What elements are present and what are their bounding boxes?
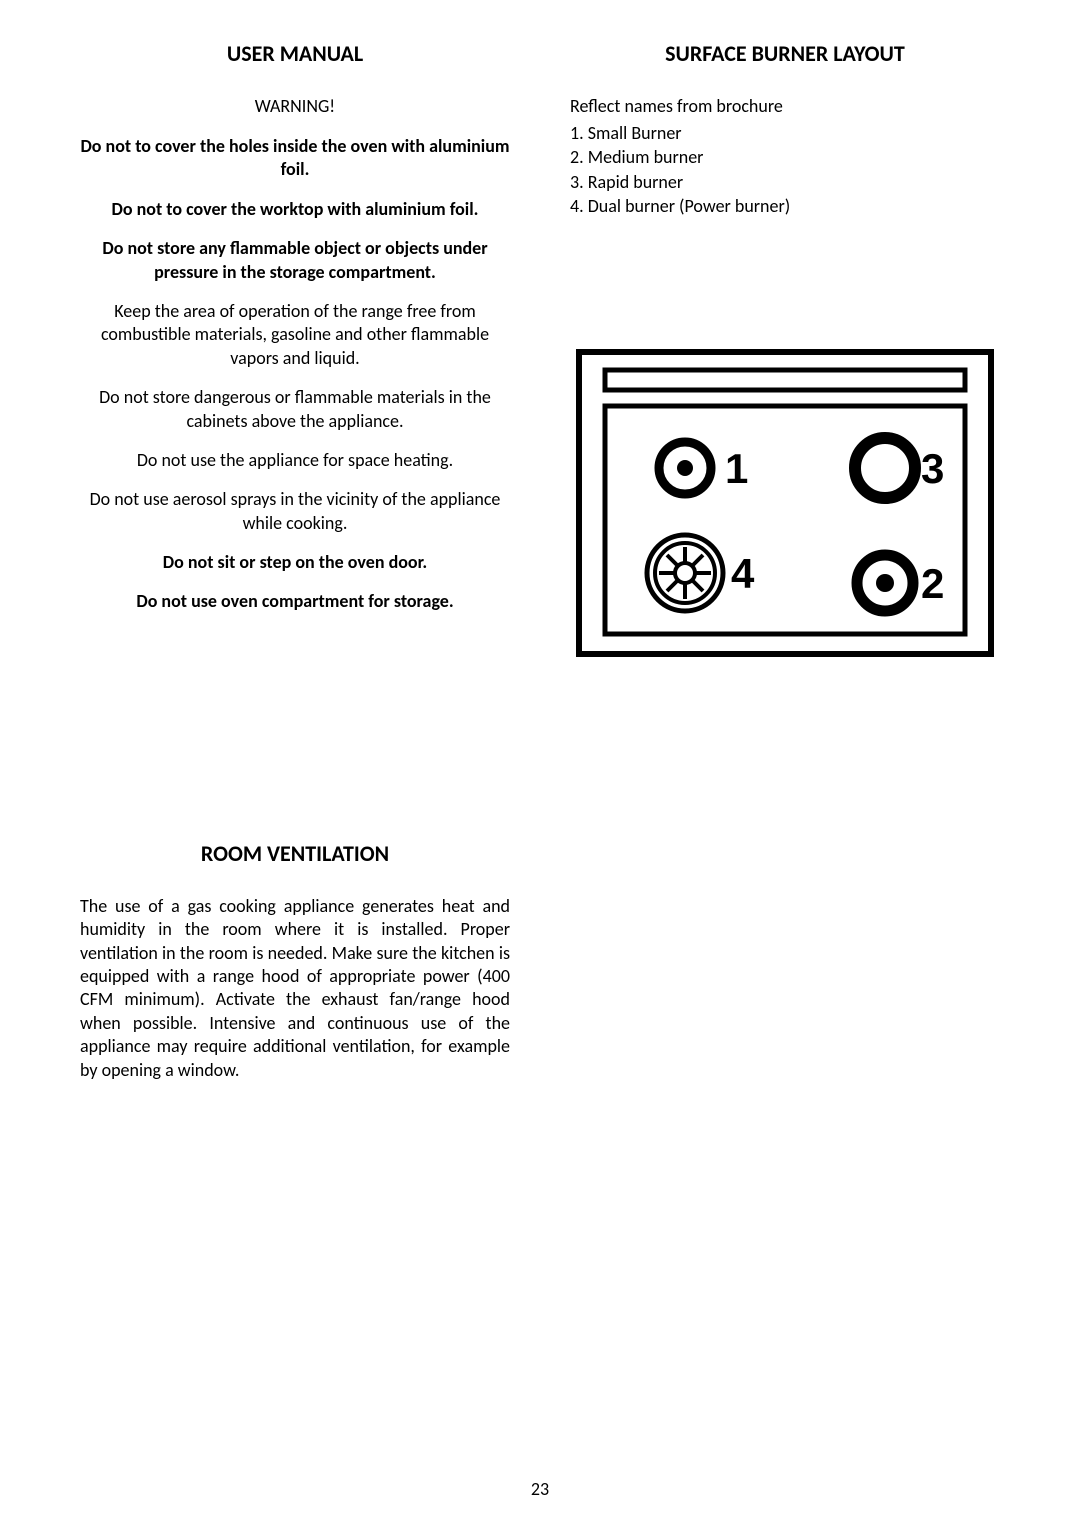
burner-3-label: 3 <box>921 445 944 492</box>
user-manual-title: USER MANUAL <box>80 40 510 67</box>
warning-p4: Keep the area of operation of the range … <box>80 300 510 370</box>
reflect-note: Reflect names from brochure <box>570 95 1000 117</box>
burner-diagram: 1 3 4 <box>570 348 1000 658</box>
burner-item-3: 3. Rapid burner <box>570 170 1000 194</box>
burner-diagram-svg: 1 3 4 <box>575 348 995 658</box>
room-ventilation-title: ROOM VENTILATION <box>80 840 510 867</box>
warning-p2: Do not to cover the worktop with alumini… <box>80 198 510 221</box>
warning-p8: Do not sit or step on the oven door. <box>80 551 510 574</box>
warning-p5: Do not store dangerous or flammable mate… <box>80 386 510 433</box>
right-column: SURFACE BURNER LAYOUT Reflect names from… <box>570 40 1000 1082</box>
warning-p1: Do not to cover the holes inside the ove… <box>80 135 510 182</box>
burner-item-1: 1. Small Burner <box>570 121 1000 145</box>
warning-p3: Do not store any flammable object or obj… <box>80 237 510 284</box>
room-ventilation-body: The use of a gas cooking appliance gener… <box>80 895 510 1082</box>
room-ventilation-section: ROOM VENTILATION The use of a gas cookin… <box>80 840 510 1082</box>
burner-1-icon: 1 <box>659 442 748 494</box>
page-number: 23 <box>0 1478 1080 1500</box>
burner-4-label: 4 <box>731 550 755 597</box>
burner-2-label: 2 <box>921 560 944 607</box>
burner-item-4: 4. Dual burner (Power burner) <box>570 194 1000 218</box>
warning-label: WARNING! <box>80 95 510 117</box>
two-column-layout: USER MANUAL WARNING! Do not to cover the… <box>80 40 1000 1082</box>
burner-2-icon: 2 <box>857 555 944 611</box>
burner-item-2: 2. Medium burner <box>570 145 1000 169</box>
burner-1-label: 1 <box>725 445 748 492</box>
warning-p9: Do not use oven compartment for storage. <box>80 590 510 613</box>
surface-burner-title: SURFACE BURNER LAYOUT <box>570 40 1000 67</box>
burner-3-icon: 3 <box>855 438 944 498</box>
burner-4-icon: 4 <box>647 535 755 611</box>
warning-p6: Do not use the appliance for space heati… <box>80 449 510 472</box>
warning-p7: Do not use aerosol sprays in the vicinit… <box>80 488 510 535</box>
left-column: USER MANUAL WARNING! Do not to cover the… <box>80 40 510 1082</box>
